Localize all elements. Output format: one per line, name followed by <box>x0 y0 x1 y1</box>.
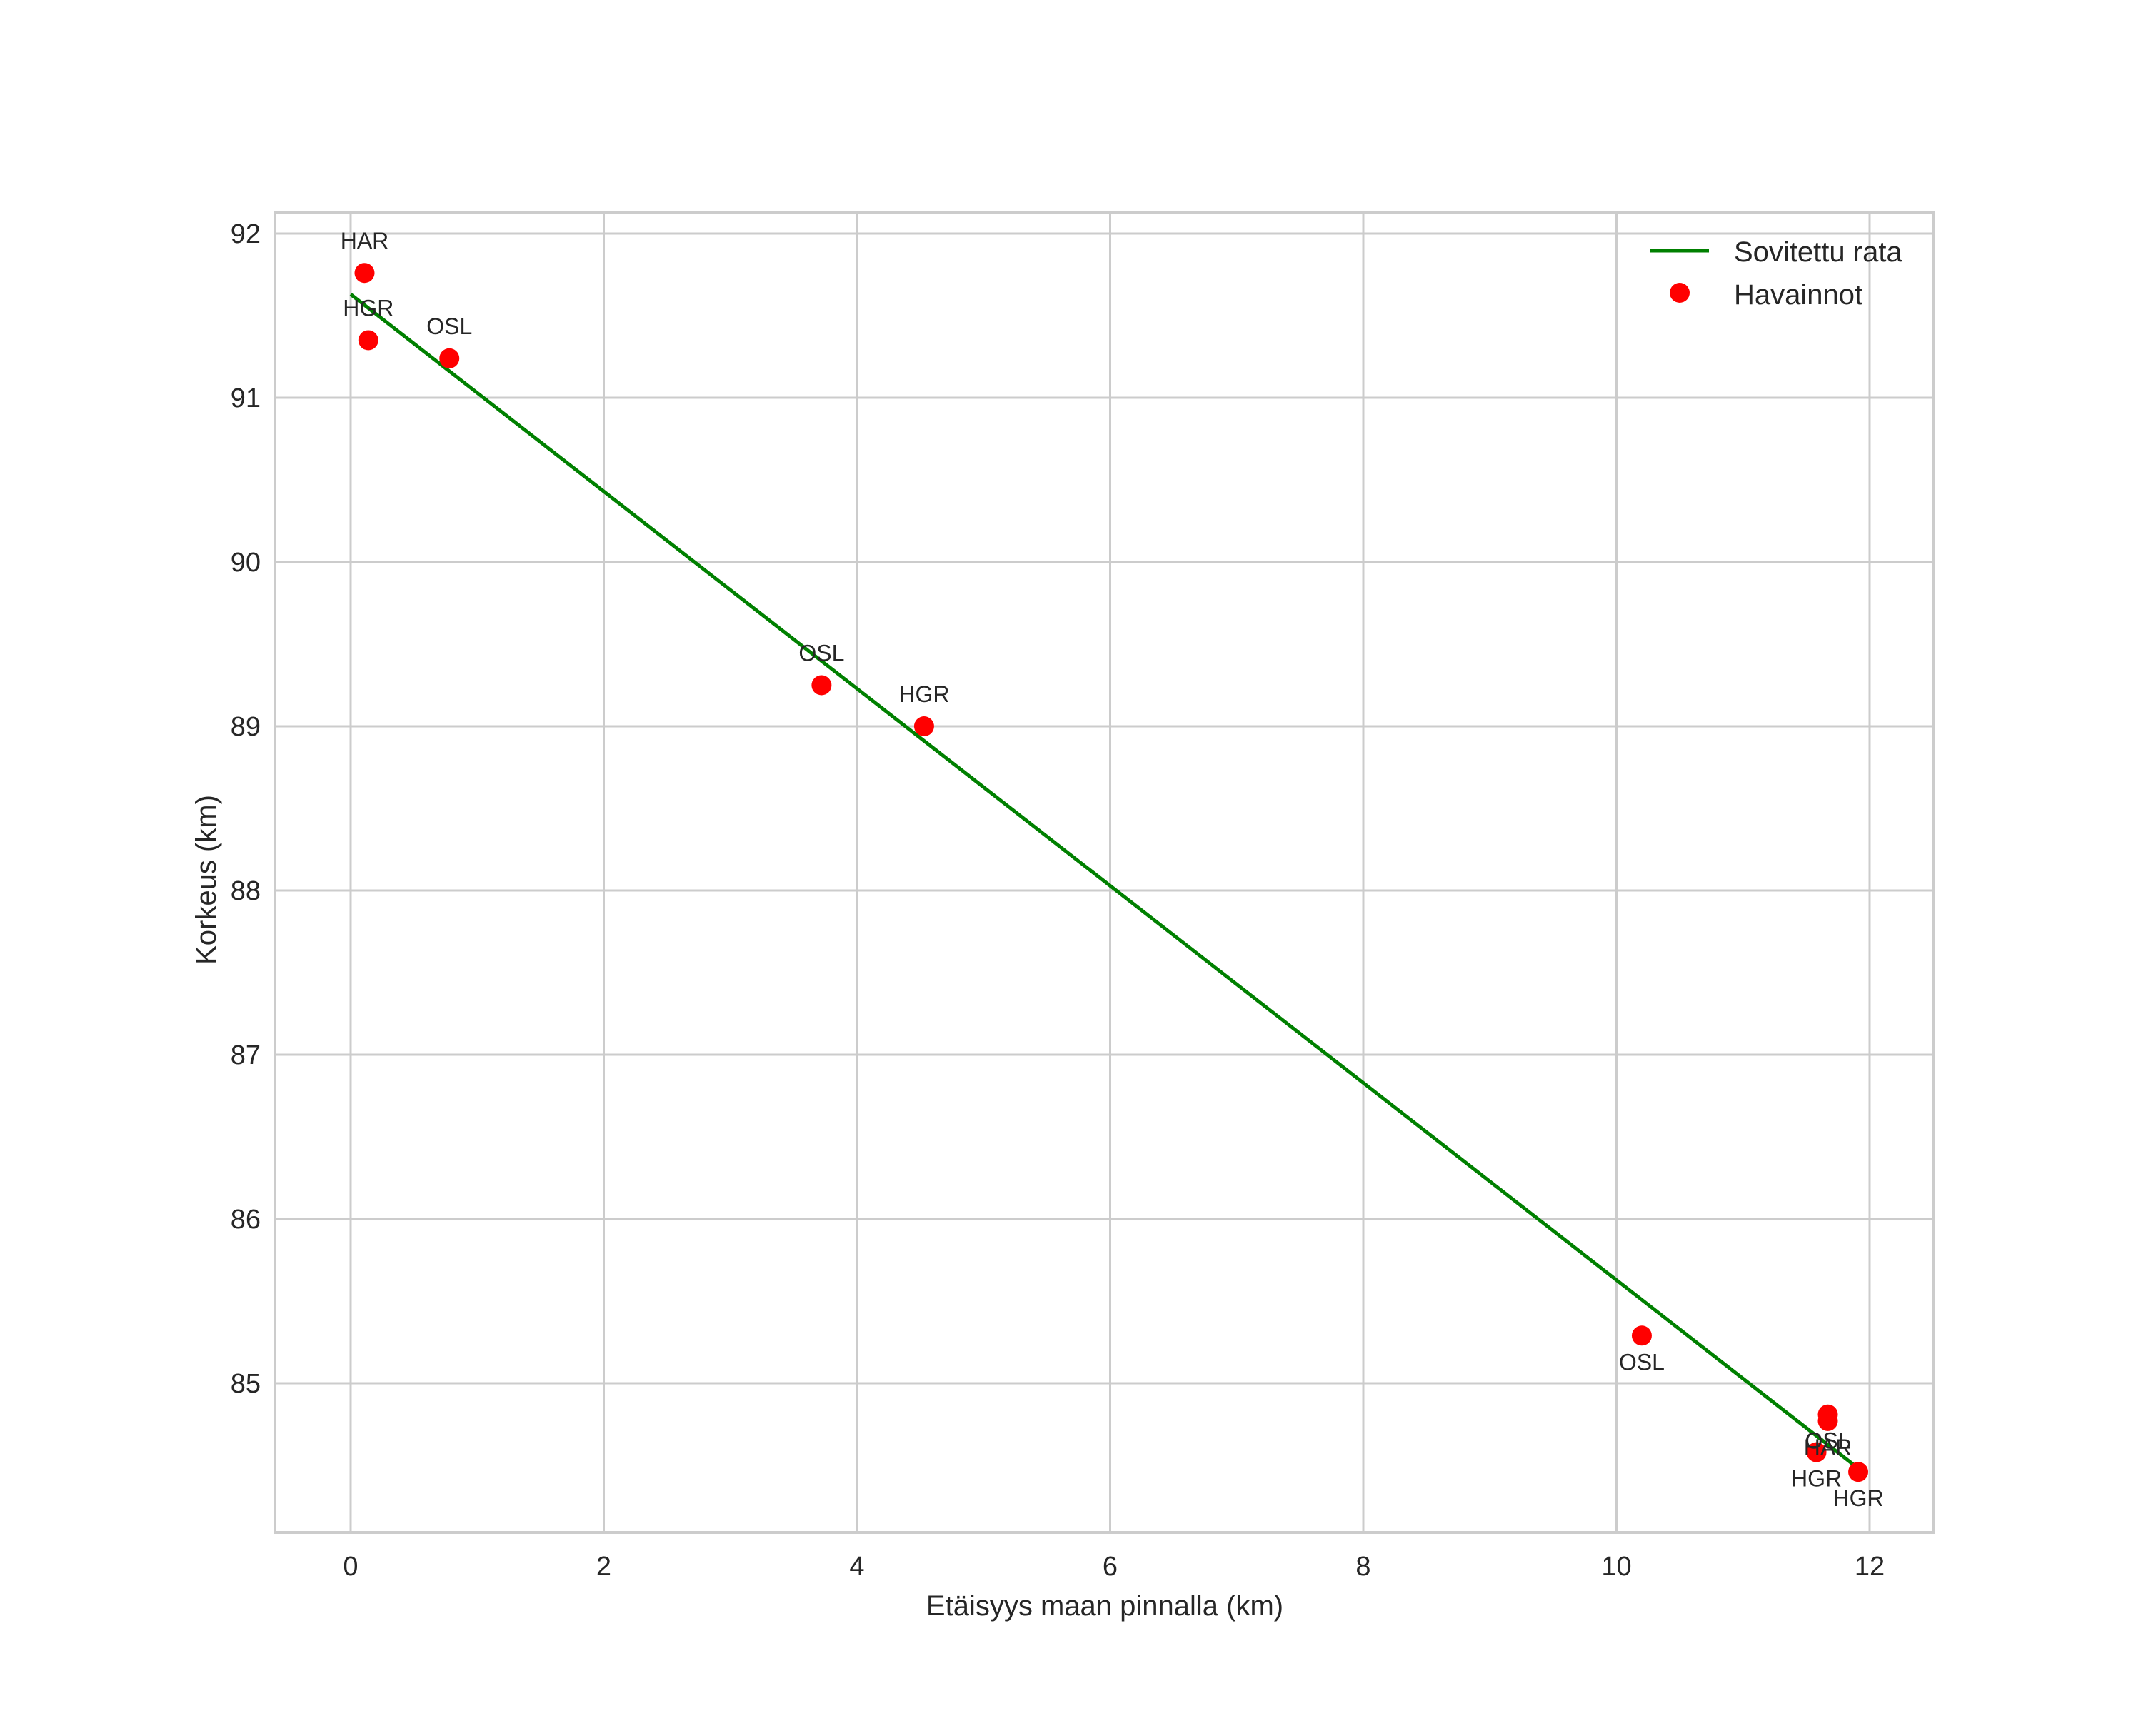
observation-point <box>439 348 460 368</box>
axes-frame <box>274 211 1935 1534</box>
y-tick-label: 89 <box>231 712 261 742</box>
y-tick-label: 91 <box>231 383 261 413</box>
fitted-trajectory-line <box>349 293 1856 1467</box>
observation-label: OSL <box>798 641 844 666</box>
observation-label: OSL <box>1619 1349 1665 1375</box>
observation-label: HGR <box>343 296 393 321</box>
grid-lines <box>275 213 1934 1532</box>
x-tick-label: 2 <box>596 1552 611 1582</box>
y-tick-labels: 85 86 87 88 89 90 91 92 <box>231 219 261 1399</box>
x-tick-labels: 0 2 4 6 8 10 12 <box>343 1552 1885 1582</box>
observation-label: OSL <box>426 313 472 339</box>
y-tick-label: 88 <box>231 876 261 906</box>
legend-label-observations: Havainnot <box>1734 279 1862 311</box>
observation-point <box>913 716 934 736</box>
x-tick-label: 6 <box>1103 1552 1118 1582</box>
observation-label: HGR <box>1791 1466 1842 1492</box>
x-tick-label: 4 <box>849 1552 864 1582</box>
observation-point <box>1806 1442 1827 1462</box>
observation-label: HAR <box>341 228 389 254</box>
observation-label: HAR <box>1804 1435 1852 1460</box>
observation-label: HGR <box>898 681 949 707</box>
x-tick-label: 10 <box>1601 1552 1631 1582</box>
fitted-line <box>349 293 1856 1467</box>
observation-point <box>354 263 375 284</box>
x-tick-label: 0 <box>343 1552 358 1582</box>
observation-point <box>1631 1325 1652 1346</box>
observation-point <box>1848 1462 1869 1482</box>
observation-points <box>354 263 1869 1482</box>
observation-point <box>358 330 378 351</box>
y-tick-label: 92 <box>231 219 261 249</box>
y-tick-label: 87 <box>231 1040 261 1070</box>
legend-label-fitted: Sovitettu rata <box>1734 236 1902 268</box>
y-axis-label: Korkeus (km) <box>191 795 222 965</box>
observation-label: HGR <box>1832 1485 1883 1511</box>
y-tick-label: 86 <box>231 1205 261 1235</box>
x-axis-label: Etäisyys maan pinnalla (km) <box>926 1590 1283 1622</box>
x-tick-label: 12 <box>1855 1552 1885 1582</box>
observation-point <box>811 675 832 696</box>
observation-label: OSL <box>1805 1428 1850 1454</box>
y-tick-label: 90 <box>231 548 261 578</box>
legend-marker-icon <box>1670 283 1690 303</box>
y-tick-label: 85 <box>231 1369 261 1399</box>
observation-point <box>1817 1410 1838 1431</box>
x-tick-label: 8 <box>1355 1552 1370 1582</box>
legend: Sovitettu rata Havainnot <box>1650 236 1902 311</box>
